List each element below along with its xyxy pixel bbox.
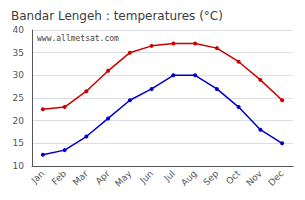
svg-text:Jan: Jan <box>29 168 47 186</box>
svg-text:30: 30 <box>13 70 25 80</box>
svg-text:Apr: Apr <box>94 168 112 186</box>
svg-text:www.allmetsat.com: www.allmetsat.com <box>37 34 119 43</box>
svg-text:Mar: Mar <box>71 168 90 187</box>
svg-text:Aug: Aug <box>179 168 198 187</box>
svg-text:10: 10 <box>13 161 25 171</box>
svg-text:Nov: Nov <box>244 168 264 188</box>
svg-text:25: 25 <box>13 93 24 103</box>
svg-text:Feb: Feb <box>50 168 69 187</box>
svg-text:Sep: Sep <box>201 168 220 187</box>
svg-text:Oct: Oct <box>224 168 242 186</box>
svg-text:Dec: Dec <box>266 168 285 187</box>
svg-text:Jul: Jul <box>161 168 176 183</box>
svg-text:Jun: Jun <box>137 168 155 186</box>
svg-text:15: 15 <box>13 138 24 148</box>
svg-text:Bandar Lengeh : temperatures (: Bandar Lengeh : temperatures (°C) <box>11 9 223 23</box>
svg-text:40: 40 <box>13 25 25 35</box>
svg-text:May: May <box>113 168 134 189</box>
svg-text:20: 20 <box>13 116 25 126</box>
svg-text:35: 35 <box>13 48 24 58</box>
